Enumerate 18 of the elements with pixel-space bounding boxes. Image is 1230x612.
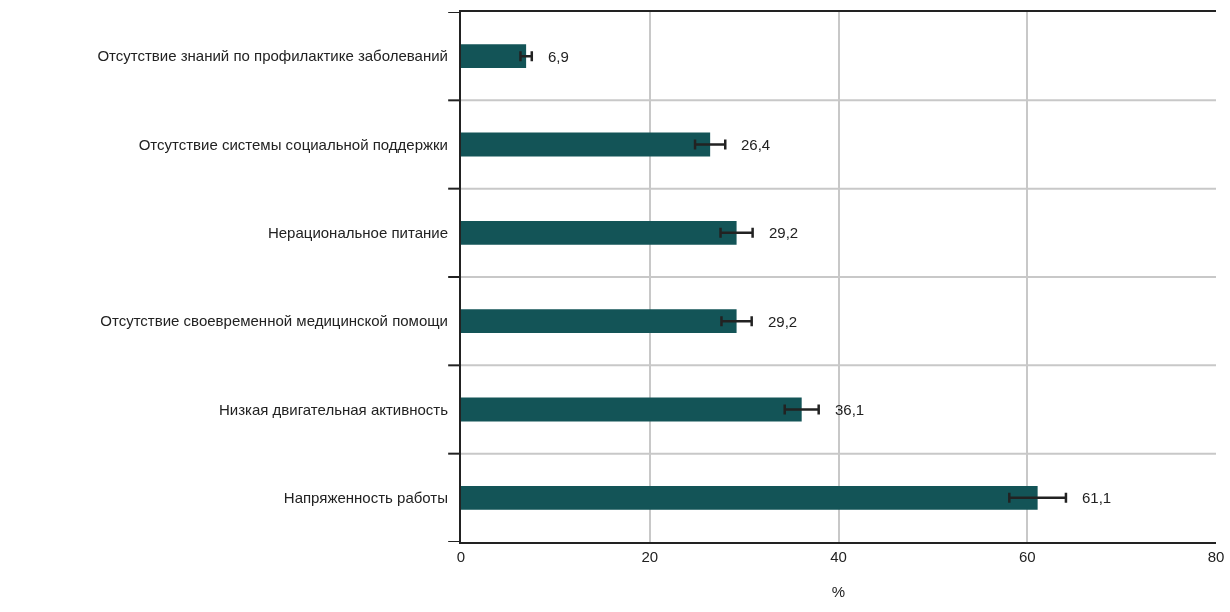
x-tick-label: 0 [456, 548, 466, 565]
data-label: 29,2 [769, 224, 799, 241]
x-tick-label: 80 [1207, 548, 1225, 565]
data-label: 26,4 [741, 136, 771, 153]
data-label: 36,1 [835, 401, 865, 418]
y-tick-label: Напряженность работы [283, 489, 448, 507]
y-tick-label: Отсутствие системы социальной поддержки [138, 135, 448, 153]
x-tick-label: 40 [830, 548, 847, 565]
y-tick-label: Отсутствие знаний по профилактике заболеваний [97, 47, 448, 65]
x-axis-title: % [831, 582, 846, 600]
data-label: 6,9 [548, 48, 569, 65]
x-tick-label: 60 [1018, 548, 1036, 565]
x-tick-label: 20 [641, 548, 659, 565]
y-tick-label: Низкая двигательная активность [219, 400, 449, 418]
y-tick-label: Нерациональное питание [267, 224, 448, 242]
data-label: 61,1 [1082, 489, 1112, 506]
y-tick-label: Отсутствие своевременной медицинской помощи [100, 312, 448, 330]
data-label: 29,2 [768, 313, 798, 330]
